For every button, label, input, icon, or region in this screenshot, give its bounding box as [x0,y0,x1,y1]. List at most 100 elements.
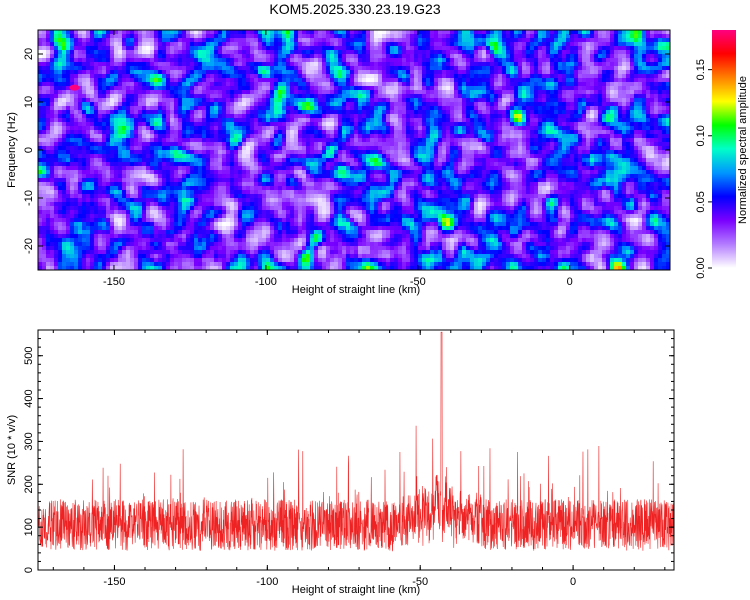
spectrogram-cell [262,58,267,63]
spectrogram-cell [98,34,103,39]
spectrogram-cell [338,82,343,87]
spectrogram-cell [538,70,543,75]
spectrogram-cell [70,34,75,39]
spectrogram-cell [58,94,63,99]
spectrogram-cell [234,98,239,103]
spectrogram-cell [494,70,499,75]
spectrogram-cell [94,118,99,123]
spectrogram-cell [322,118,327,123]
spectrogram-cell [102,146,107,151]
spectrogram-cell [122,126,127,131]
spectrogram-cell [438,70,443,75]
spectrogram-cell [134,34,139,39]
spectrogram-cell [382,122,387,127]
spectrogram-cell [406,142,411,147]
spectrogram-cell [158,82,163,87]
spectrogram-cell [282,74,287,79]
spectrogram-cell [490,106,495,111]
spectrogram-cell [614,134,619,139]
spectrogram-cell [466,94,471,99]
spectrogram-cell [62,106,67,111]
spectrogram-cell [350,82,355,87]
spectrogram-cell [630,86,635,91]
spectrogram-cell [470,98,475,103]
spectrogram-cell [562,118,567,123]
spectrogram-cell [214,86,219,91]
spectrogram-cell [266,70,271,75]
spectrogram-cell [406,106,411,111]
spectrogram-cell [350,150,355,155]
spectrogram-cell [470,130,475,135]
spectrogram-cell [530,138,535,143]
spectrogram-cell [230,58,235,63]
spectrogram-cell [430,106,435,111]
spectrogram-cell [478,38,483,43]
spectrogram-cell [514,66,519,71]
spectrogram-cell [86,122,91,127]
spectrogram-cell [430,54,435,59]
spectrogram-cell [482,86,487,91]
spectrogram-cell [426,34,431,39]
spectrogram-cell [350,102,355,107]
spectrogram-cell [114,146,119,151]
spectrogram-cell [590,50,595,55]
spectrogram-cell [190,114,195,119]
spectrogram-cell [382,98,387,103]
spectrogram-cell [478,30,483,35]
spectrogram-cell [522,46,527,51]
spectrogram-cell [166,62,171,67]
spectrogram-cell [654,126,659,131]
spectrogram-cell [82,82,87,87]
spectrogram-cell [322,130,327,135]
spectrogram-cell [442,138,447,143]
spectrogram-cell [114,74,119,79]
spectrogram-cell [214,66,219,71]
spectrogram-cell [550,82,555,87]
spectrogram-cell [602,46,607,51]
spectrogram-cell [510,70,515,75]
spectrogram-cell [398,34,403,39]
spectrogram-cell [374,126,379,131]
spectrogram-cell [626,134,631,139]
spectrogram-cell [478,94,483,99]
spectrogram-cell [246,102,251,107]
spectrogram-cell [342,154,347,159]
spectrogram-cell [414,70,419,75]
spectrogram-cell [458,38,463,43]
spectrogram-cell [298,54,303,59]
spectrogram-cell [298,130,303,135]
spectrogram-cell [154,134,159,139]
spectrogram-cell [650,78,655,83]
spectrogram-cell [102,46,107,51]
spectrogram-cell [330,150,335,155]
spectrogram-cell [346,150,351,155]
spectrogram-cell [294,114,299,119]
spectrogram-cell [582,74,587,79]
spectrogram-cell [578,34,583,39]
spectrogram-cell [598,106,603,111]
spectrogram-cell [350,34,355,39]
spectrogram-cell [142,50,147,55]
spectrogram-cell [234,134,239,139]
spectrogram-cell [302,118,307,123]
spectrogram-cell [186,38,191,43]
spectrogram-cell [582,130,587,135]
spectrogram-cell [510,66,515,71]
spectrogram-cell [342,94,347,99]
spectrogram-cell [386,142,391,147]
spectrogram-cell [106,74,111,79]
spectrogram-cell [534,114,539,119]
spectrogram-cell [414,98,419,103]
spectrogram-cell [450,106,455,111]
spectrogram-cell [226,130,231,135]
spectrogram-cell [130,90,135,95]
spectrogram-cell [658,86,663,91]
spectrogram-cell [666,90,671,95]
spectrogram-cell [522,94,527,99]
spectrogram-cell [254,54,259,59]
spectrogram-cell [386,138,391,143]
spectrogram-cell [334,70,339,75]
spectrogram-cell [150,114,155,119]
spectrogram-cell [318,138,323,143]
spectrogram-cell [322,54,327,59]
